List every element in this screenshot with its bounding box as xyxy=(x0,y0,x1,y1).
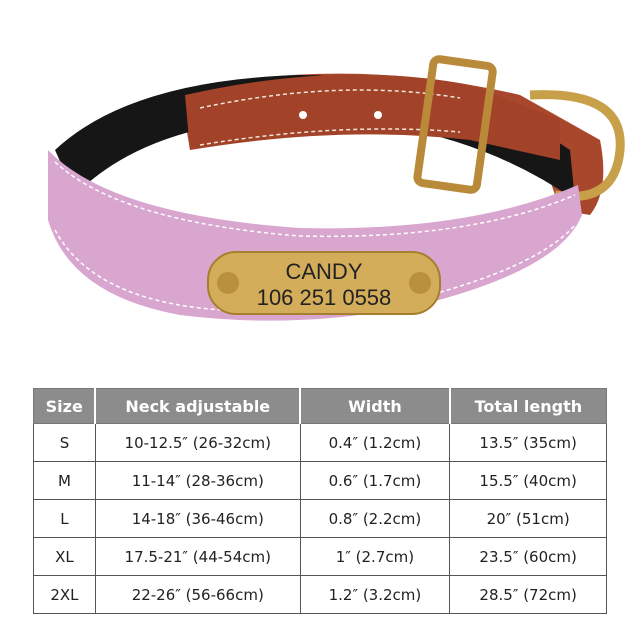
table-cell: 10-12.5″ (26-32cm) xyxy=(94,423,301,462)
table-header: Size Neck adjustable Width Total length xyxy=(33,388,607,424)
table-cell: 2XL xyxy=(33,575,96,614)
table-cell: 0.4″ (1.2cm) xyxy=(299,423,451,462)
table-cell: XL xyxy=(33,537,96,576)
nameplate-name: CANDY xyxy=(285,259,363,284)
rivet xyxy=(409,272,431,294)
rivet xyxy=(217,272,239,294)
table-cell: 13.5″ (35cm) xyxy=(449,423,607,462)
table-cell: 0.6″ (1.7cm) xyxy=(299,461,451,500)
table-cell: S xyxy=(33,423,96,462)
table-cell: 17.5-21″ (44-54cm) xyxy=(94,537,301,576)
table-cell: 1″ (2.7cm) xyxy=(299,537,451,576)
table-row: L 14-18″ (36-46cm) 0.8″ (2.2cm) 20″ (51cm) xyxy=(33,499,607,538)
table-cell: 14-18″ (36-46cm) xyxy=(94,499,301,538)
table-cell: 0.8″ (2.2cm) xyxy=(299,499,451,538)
table-cell: L xyxy=(33,499,96,538)
table-cell: 11-14″ (28-36cm) xyxy=(94,461,301,500)
table-row: M 11-14″ (28-36cm) 0.6″ (1.7cm) 15.5″ (40cm… xyxy=(33,461,607,500)
table-cell: 20″ (51cm) xyxy=(449,499,607,538)
collar-image xyxy=(48,55,625,321)
header-neck: Neck adjustable xyxy=(94,388,302,424)
header-width: Width xyxy=(299,388,451,424)
table-cell: 22-26″ (56-66cm) xyxy=(94,575,301,614)
nameplate-phone: 106 251 0558 xyxy=(256,285,392,310)
table-cell: 15.5″ (40cm) xyxy=(449,461,607,500)
header-size: Size xyxy=(33,388,97,424)
table-row: XL 17.5-21″ (44-54cm) 1″ (2.7cm) 23.5″ (60c… xyxy=(33,537,607,576)
d-ring xyxy=(529,90,625,201)
size-table: Size Neck adjustable Width Total length … xyxy=(33,388,607,614)
table-row: S 10-12.5″ (26-32cm) 0.4″ (1.2cm) 13.5″ (35… xyxy=(33,423,607,462)
table-cell: M xyxy=(33,461,96,500)
table-cell: 28.5″ (72cm) xyxy=(449,575,607,614)
header-length: Total length xyxy=(449,388,607,424)
table-row: 2XL 22-26″ (56-66cm) 1.2″ (3.2cm) 28.5″ (72… xyxy=(33,575,607,614)
buckle xyxy=(413,55,497,194)
table-cell: 23.5″ (60cm) xyxy=(449,537,607,576)
collar-band xyxy=(48,150,582,321)
table-cell: 1.2″ (3.2cm) xyxy=(299,575,451,614)
nameplate xyxy=(207,251,441,315)
